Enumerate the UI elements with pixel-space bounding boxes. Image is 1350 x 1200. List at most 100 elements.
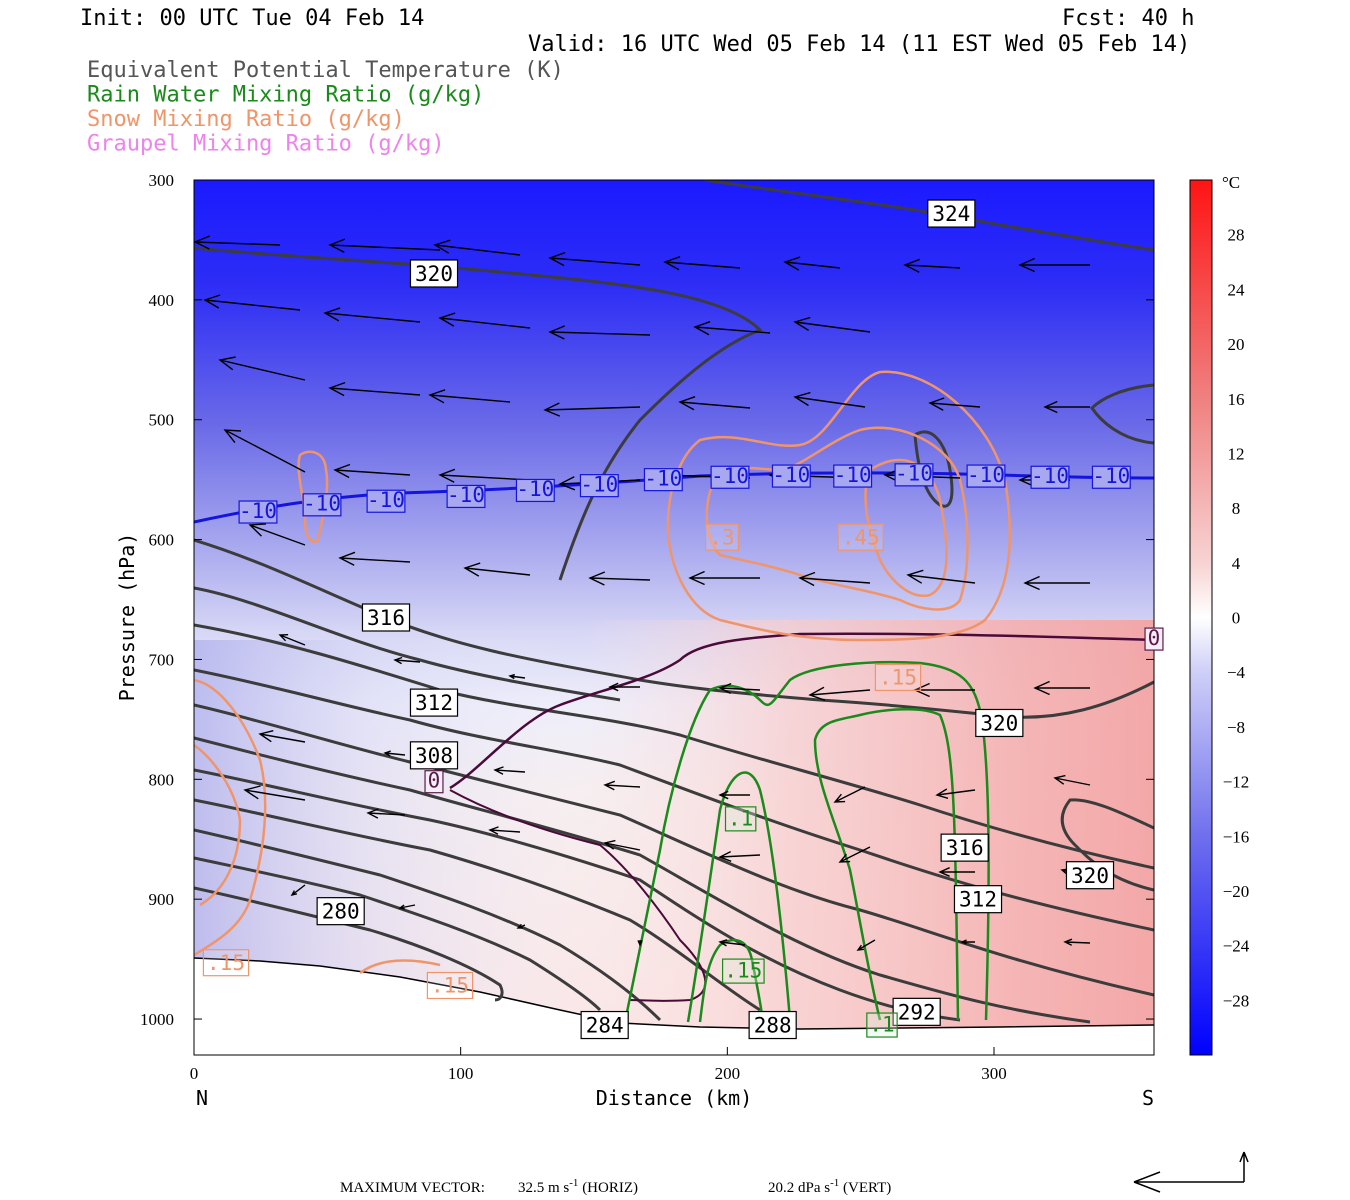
rain-label: .15 bbox=[724, 959, 762, 983]
theta-e-contour bbox=[194, 828, 662, 1022]
theta-e-label: 292 bbox=[898, 1000, 936, 1024]
theta-e-label-box bbox=[409, 741, 459, 770]
theta-e-contour bbox=[194, 736, 1091, 1024]
wind-vector-arrow bbox=[516, 923, 526, 929]
theta-e-label: 308 bbox=[415, 744, 453, 768]
theta-e-label-box bbox=[409, 259, 459, 288]
wind-vector-arrow bbox=[637, 940, 643, 947]
y-axis-title: Pressure (hPa) bbox=[115, 533, 139, 702]
wind-vector-arrow bbox=[783, 256, 841, 271]
colorbar-tick-label: 8 bbox=[1232, 499, 1241, 518]
y-tick-label: 300 bbox=[149, 171, 175, 190]
wind-vector-arrow bbox=[508, 673, 526, 680]
colorbar-tick-label: −20 bbox=[1223, 882, 1250, 901]
wind-vector-arrow bbox=[718, 850, 761, 862]
snow-label-box bbox=[426, 971, 474, 1000]
temperature-label: -10 bbox=[239, 499, 277, 523]
wind-vector-arrow bbox=[393, 656, 421, 665]
temperature-label: -10 bbox=[644, 466, 682, 490]
wind-vector-arrow bbox=[328, 381, 421, 397]
wind-vector-arrow bbox=[218, 356, 306, 381]
temperature-label-box bbox=[643, 468, 683, 492]
theta-e-label: 320 bbox=[980, 712, 1018, 736]
temperature-label-box bbox=[302, 493, 342, 517]
field-legend: Equivalent Potential Temperature (K)Rain… bbox=[87, 58, 564, 157]
legend-item: Graupel Mixing Ratio (g/kg) bbox=[87, 132, 445, 157]
x-axis: 0 100 200 300 bbox=[190, 1047, 1007, 1083]
horizontal-reference-arrow bbox=[1133, 1171, 1244, 1193]
temperature-label: -10 bbox=[1092, 464, 1130, 488]
colorbar-tick-label: 0 bbox=[1232, 609, 1241, 628]
theta-e-label: 316 bbox=[367, 606, 405, 630]
wind-vector-arrow bbox=[328, 238, 441, 253]
rain-label: .1 bbox=[869, 1013, 894, 1037]
wind-vector-arrow bbox=[1043, 400, 1090, 414]
legend-item: Rain Water Mixing Ratio (g/kg) bbox=[87, 83, 484, 108]
temperature-label: 0 bbox=[1148, 626, 1161, 650]
wind-vector-arrow bbox=[383, 750, 406, 757]
colorbar-tick-label: 20 bbox=[1228, 335, 1245, 354]
colorbar-tick-label: −4 bbox=[1227, 663, 1246, 682]
init-time: Init: 00 UTC Tue 04 Feb 14 bbox=[80, 6, 424, 31]
max-vector-label: MAXIMUM VECTOR: bbox=[340, 1180, 485, 1196]
theta-e-label-box bbox=[975, 708, 1024, 738]
vertical-reference-arrow bbox=[1239, 1151, 1249, 1182]
x-tick-label: 0 bbox=[190, 1064, 199, 1083]
theta-e-label-box bbox=[316, 897, 365, 926]
snow-label: .15 bbox=[431, 974, 469, 998]
temperature-label-box bbox=[579, 474, 619, 498]
colorbar-tick-label: 12 bbox=[1228, 444, 1245, 463]
y-tick-label: 400 bbox=[149, 291, 175, 310]
wind-vector-arrow bbox=[438, 312, 531, 329]
wind-vector-arrow bbox=[938, 867, 975, 877]
wind-vector-arrow bbox=[903, 258, 961, 273]
temperature-label: 0 bbox=[428, 768, 441, 792]
temperature-label: -10 bbox=[447, 483, 485, 507]
theta-e-label-box bbox=[580, 1010, 629, 1040]
theta-e-label-box bbox=[748, 1010, 797, 1040]
theta-e-label: 320 bbox=[415, 262, 453, 286]
rain-label-box bbox=[724, 806, 757, 832]
terrain-mask bbox=[194, 958, 1154, 1055]
temperature-label-box bbox=[771, 464, 811, 488]
plot-frame bbox=[193, 179, 1155, 1056]
wind-vector-arrow bbox=[856, 939, 876, 951]
rain-contour bbox=[698, 938, 764, 1023]
temperature-label-box bbox=[710, 465, 750, 489]
colorbar-labels: 28 24 20 16 12 8 4 0 −4 −8 −12 −16 −20 −24 −28 bbox=[1223, 226, 1250, 1011]
wind-vector-arrow bbox=[793, 391, 866, 408]
snow-label: .15 bbox=[207, 951, 245, 975]
wind-vector-arrow bbox=[718, 790, 750, 800]
x-tick-label: 300 bbox=[981, 1064, 1007, 1083]
theta-e-label: 288 bbox=[754, 1014, 792, 1038]
wind-vector-arrow bbox=[428, 389, 511, 404]
wind-vector-arrow bbox=[223, 429, 306, 473]
y-tick-label: 800 bbox=[149, 770, 175, 789]
theta-e-contour bbox=[194, 856, 602, 1012]
temperature-label: -10 bbox=[967, 463, 1005, 487]
freezing-line bbox=[449, 632, 1154, 790]
wind-vector-arrow bbox=[793, 316, 871, 333]
wind-vector-arrow bbox=[548, 325, 651, 340]
wind-vector-arrow bbox=[608, 682, 640, 692]
theta-e-contour bbox=[194, 246, 763, 581]
wind-vector-arrow bbox=[1053, 774, 1091, 786]
theta-e-label-box bbox=[953, 885, 1003, 914]
snow-label-box bbox=[874, 663, 922, 692]
x-axis-end-south: S bbox=[1142, 1086, 1154, 1110]
wind-vector-arrow bbox=[463, 562, 531, 577]
snow-label: .45 bbox=[842, 525, 880, 549]
wind-vectors bbox=[194, 235, 1091, 951]
temperature-label: -10 bbox=[1031, 464, 1069, 488]
wind-vector-arrow bbox=[663, 256, 741, 271]
temperature-label: -10 bbox=[367, 488, 405, 512]
wind-vector-arrow bbox=[718, 939, 746, 947]
wind-vector-arrow bbox=[603, 780, 641, 791]
rain-contour bbox=[813, 707, 960, 1021]
x-tick-label: 200 bbox=[715, 1064, 741, 1083]
wind-vector-arrow bbox=[333, 463, 411, 479]
temperature-label-box bbox=[238, 500, 278, 524]
wind-vector-arrow bbox=[906, 569, 976, 584]
wind-vector-arrow bbox=[1033, 680, 1090, 696]
